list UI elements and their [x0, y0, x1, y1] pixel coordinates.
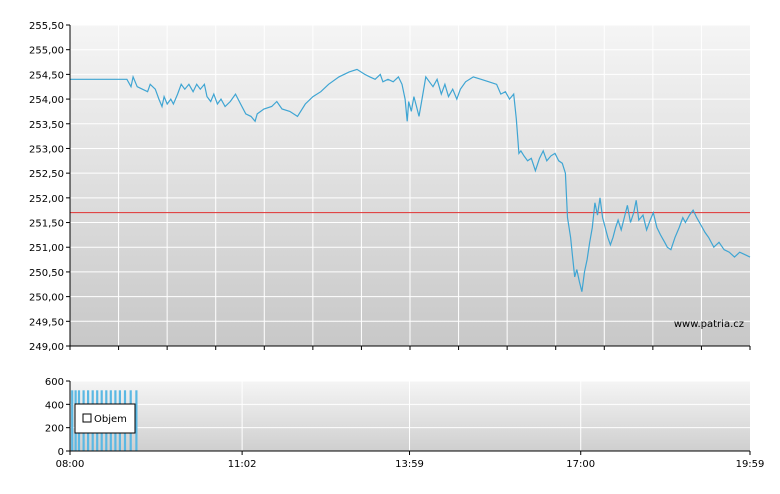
- price-y-tick-label: 255,00: [29, 46, 64, 57]
- price-y-tick-label: 254,50: [29, 70, 64, 81]
- volume-vertical-grid: [241, 381, 582, 451]
- x-axis-tick-label: 08:00: [56, 459, 85, 470]
- volume-panel: 600 400 200 0 08:00 11:02 13:59 17:00 19:59 Obj…: [45, 377, 765, 470]
- price-y-tick-label: 252,50: [29, 169, 64, 180]
- price-y-tick-label: 251,50: [29, 219, 64, 230]
- price-y-tick-label: 250,00: [29, 293, 64, 304]
- volume-legend-box: [74, 403, 136, 434]
- volume-legend-swatch: [82, 413, 92, 423]
- price-y-tick-label: 249,00: [29, 342, 64, 353]
- price-vertical-grid: [118, 25, 702, 346]
- x-axis-tick-label: 17:00: [566, 459, 595, 470]
- x-axis-tick-label: 19:59: [736, 459, 765, 470]
- price-y-tick-labels: 255,50 255,00 254,50 254,00 253,50 253,00 252,…: [29, 21, 70, 353]
- watermark: www.patria.cz: [674, 319, 744, 330]
- volume-y-tick-label: 200: [45, 424, 64, 435]
- price-y-tick-label: 252,00: [29, 194, 64, 205]
- price-series-line: [70, 68, 751, 292]
- price-y-tick-label: 251,00: [29, 243, 64, 254]
- volume-legend: Objem: [74, 403, 136, 434]
- price-y-tick-label: 255,50: [29, 21, 64, 32]
- volume-y-tick-labels: 600 400 200 0: [45, 377, 70, 458]
- volume-y-tick-label: 600: [45, 377, 64, 388]
- volume-bar: [71, 390, 74, 451]
- volume-bar: [135, 390, 138, 451]
- price-y-tick-label: 254,00: [29, 95, 64, 106]
- price-panel: 255,50 255,00 254,50 254,00 253,50 253,00 252,…: [29, 21, 751, 353]
- price-y-tick-label: 253,50: [29, 120, 64, 131]
- x-axis-tick-label: 13:59: [395, 459, 424, 470]
- volume-y-tick-label: 0: [58, 447, 64, 458]
- x-axis-tick-label: 11:02: [228, 459, 257, 470]
- price-y-tick-label: 249,50: [29, 317, 64, 328]
- price-x-tick-marks: [69, 346, 751, 350]
- volume-legend-label: Objem: [94, 414, 127, 425]
- x-axis-time-labels: 08:00 11:02 13:59 17:00 19:59: [56, 451, 765, 470]
- price-y-tick-label: 250,50: [29, 268, 64, 279]
- volume-y-tick-label: 400: [45, 400, 64, 411]
- price-y-tick-label: 253,00: [29, 144, 64, 155]
